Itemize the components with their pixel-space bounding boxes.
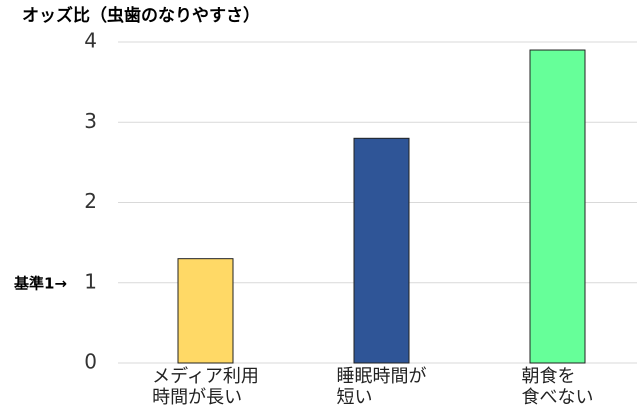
x-tick-label: メディア利用 時間が長い bbox=[152, 366, 259, 408]
y-tick-label: 3 bbox=[84, 109, 97, 133]
y-tick-label: 1 bbox=[84, 269, 97, 293]
y-tick-label: 4 bbox=[84, 29, 97, 53]
x-tick-label: 睡眠時間が 短い bbox=[336, 366, 427, 408]
bar bbox=[353, 137, 410, 364]
y-tick-label: 0 bbox=[84, 350, 97, 374]
x-tick-label: 朝食を 食べない bbox=[521, 366, 594, 408]
bar bbox=[177, 258, 234, 364]
chart-title: オッズ比（虫歯のなりやすさ） bbox=[22, 5, 260, 26]
annotation: 基準1→ bbox=[13, 275, 67, 293]
y-tick-label: 2 bbox=[84, 189, 97, 213]
bar bbox=[529, 49, 586, 364]
